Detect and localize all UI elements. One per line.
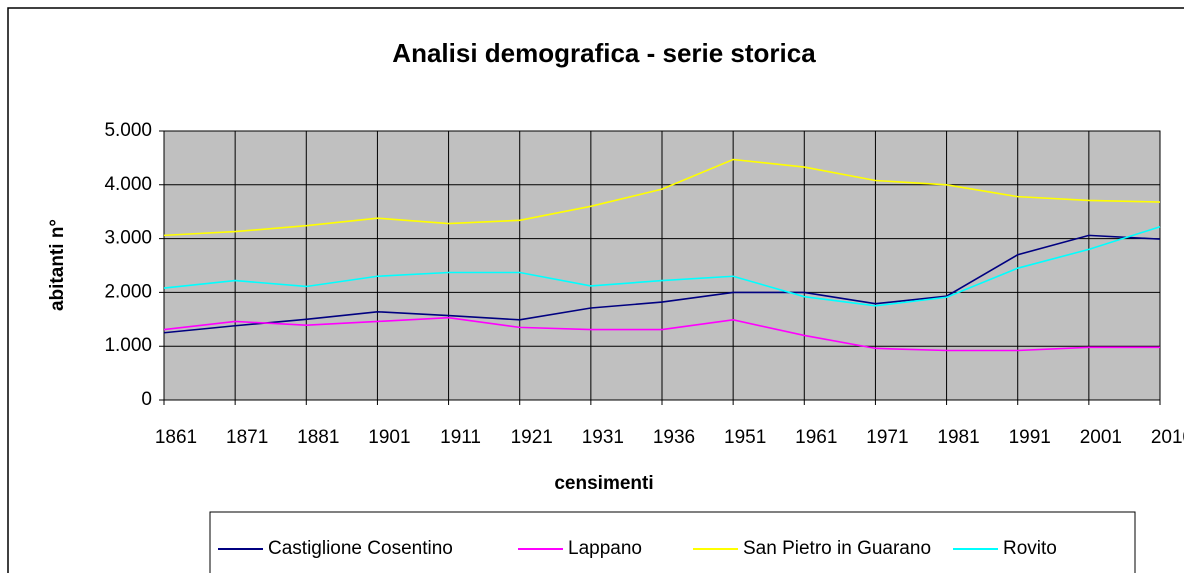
x-tick-label: 1871: [226, 427, 268, 448]
x-tick-label: 1901: [368, 427, 410, 448]
x-tick-label: 1931: [582, 427, 624, 448]
series-line: [163, 226, 1161, 307]
y-tick-label: 4.000: [104, 174, 152, 195]
x-tick-label: 1961: [795, 427, 837, 448]
x-tick-label: 1921: [511, 427, 553, 448]
y-tick-label: 0: [141, 389, 152, 410]
legend-label: Lappano: [568, 538, 642, 559]
x-axis-title: censimenti: [554, 473, 653, 494]
series-line: [163, 316, 1160, 352]
x-tick-label: 1991: [1009, 427, 1051, 448]
legend-label: San Pietro in Guarano: [743, 538, 931, 559]
x-tick-label: 1861: [155, 427, 197, 448]
legend-label: Castiglione Cosentino: [268, 538, 453, 559]
x-tick-label: 1936: [653, 427, 695, 448]
legend-box: [209, 511, 1136, 573]
legend-label: Rovito: [1003, 538, 1057, 559]
x-tick-label: 2010: [1151, 427, 1184, 448]
x-tick-label: 1911: [440, 427, 481, 448]
x-tick-label: 1881: [297, 427, 339, 448]
series-line: [163, 234, 1161, 334]
y-tick-label: 3.000: [104, 228, 152, 249]
x-tick-label: 1971: [866, 427, 908, 448]
chart-title: Analisi demografica - serie storica: [392, 38, 816, 68]
series-line: [163, 158, 1161, 237]
x-tick-label: 1981: [937, 427, 979, 448]
x-tick-label: 2001: [1080, 427, 1122, 448]
y-axis-title: abitanti n°: [47, 219, 68, 311]
x-tick-label: 1951: [724, 427, 766, 448]
y-tick-label: 1.000: [104, 335, 152, 356]
y-tick-label: 2.000: [104, 281, 152, 302]
y-tick-label: 5.000: [104, 120, 152, 141]
